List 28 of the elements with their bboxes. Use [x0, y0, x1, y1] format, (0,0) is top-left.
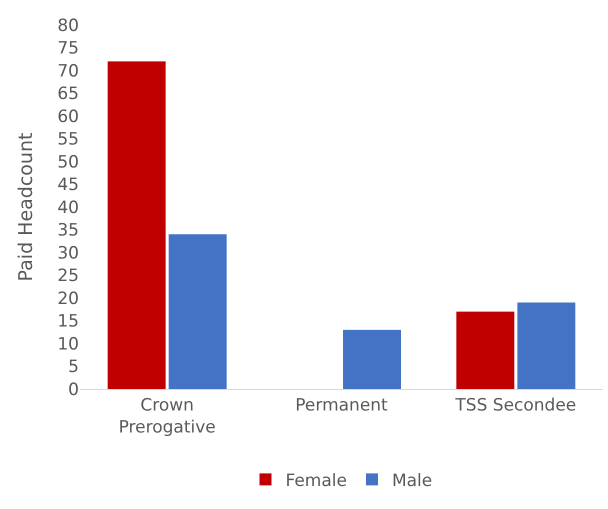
legend-label: Male — [392, 470, 432, 491]
y-tick-label: 50 — [57, 152, 79, 172]
y-axis-title: Paid Headcount — [15, 132, 37, 282]
y-tick-label: 20 — [57, 288, 79, 309]
y-tick-label: 45 — [57, 175, 79, 196]
y-tick-label: 10 — [57, 334, 79, 354]
bar — [517, 302, 576, 389]
bar — [108, 61, 166, 389]
bar — [456, 312, 514, 389]
y-tick-label: 5 — [68, 357, 79, 378]
y-tick-label: 80 — [57, 16, 79, 36]
x-tick-label: Permanent — [295, 395, 388, 416]
y-tick-label: 65 — [57, 84, 79, 104]
y-tick-label: 0 — [68, 380, 79, 400]
y-tick-label: 75 — [57, 38, 79, 59]
y-tick-label: 30 — [57, 243, 79, 264]
y-tick-label: 70 — [57, 61, 79, 82]
y-tick-label: 25 — [57, 266, 79, 286]
bar — [343, 330, 401, 389]
y-tick-label: 15 — [57, 312, 79, 332]
y-tick-label: 35 — [57, 220, 79, 241]
y-tick-label: 40 — [57, 198, 79, 218]
x-tick-label: Crown Prerogative — [118, 395, 216, 438]
x-tick-label: TSS Secondee — [454, 395, 576, 416]
legend-label: Female — [286, 470, 347, 491]
y-tick-label: 55 — [57, 130, 79, 150]
bar — [168, 234, 227, 389]
y-tick-label: 60 — [57, 106, 79, 127]
